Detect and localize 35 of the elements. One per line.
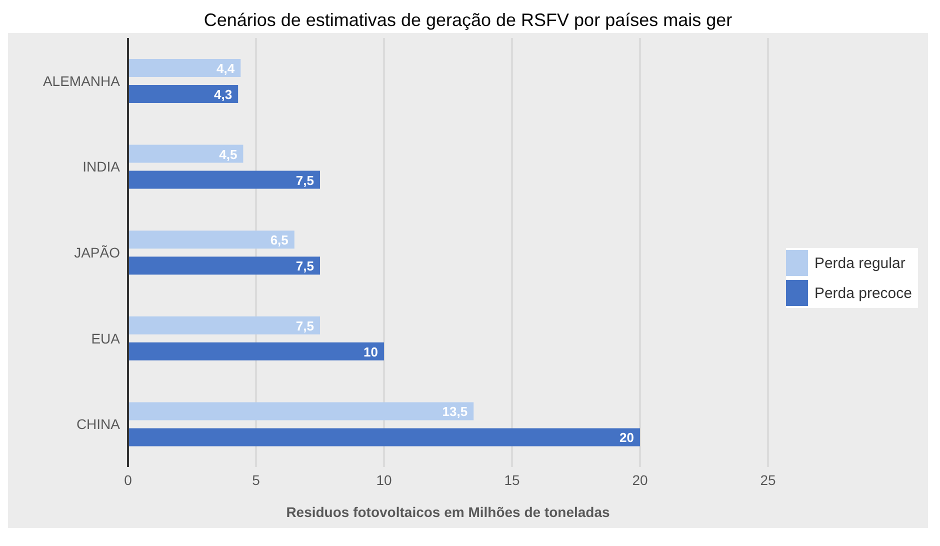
bar: [128, 428, 640, 446]
bar: [128, 59, 241, 77]
bar: [128, 170, 320, 189]
x-tick-label: 5: [252, 472, 260, 488]
x-tick-label: 25: [760, 472, 776, 488]
x-tick-label: 10: [376, 472, 392, 488]
data-label: 13,5: [442, 404, 468, 420]
x-tick-label: 15: [504, 472, 520, 488]
y-tick-label: CHINA: [76, 416, 121, 432]
bar: [128, 316, 320, 334]
data-label: 4,3: [214, 87, 232, 102]
legend-label: Perda regular: [814, 254, 906, 272]
y-tick-label: JAPÃO: [74, 244, 120, 260]
y-tick-label: INDIA: [82, 158, 121, 175]
data-label: 4,5: [219, 146, 238, 162]
legend-label: Perda precoce: [814, 284, 912, 302]
data-label: 6,5: [270, 232, 288, 248]
bar: [128, 256, 320, 275]
bar: [128, 402, 474, 420]
bar: [128, 144, 244, 163]
data-label: 7,5: [296, 318, 314, 334]
data-label: 10: [364, 344, 378, 360]
data-label: 4,4: [216, 61, 236, 76]
data-label: 7,5: [296, 258, 314, 274]
bar: [128, 342, 384, 360]
chart-title: Cenários de estimativas de geração de RSFV por países mais ger: [8, 8, 928, 33]
data-label: 20: [620, 430, 634, 446]
bar: [128, 85, 238, 103]
data-label: 7,5: [296, 172, 314, 188]
y-tick-label: EUA: [91, 330, 121, 346]
x-tick-label: 20: [632, 472, 648, 488]
bar: [128, 230, 294, 249]
x-tick-label: 0: [124, 472, 132, 488]
y-tick-label: ALEMANHA: [42, 72, 121, 89]
x-axis-title: Residuos fotovoltaicos em Milhões de toneladas: [286, 504, 610, 520]
